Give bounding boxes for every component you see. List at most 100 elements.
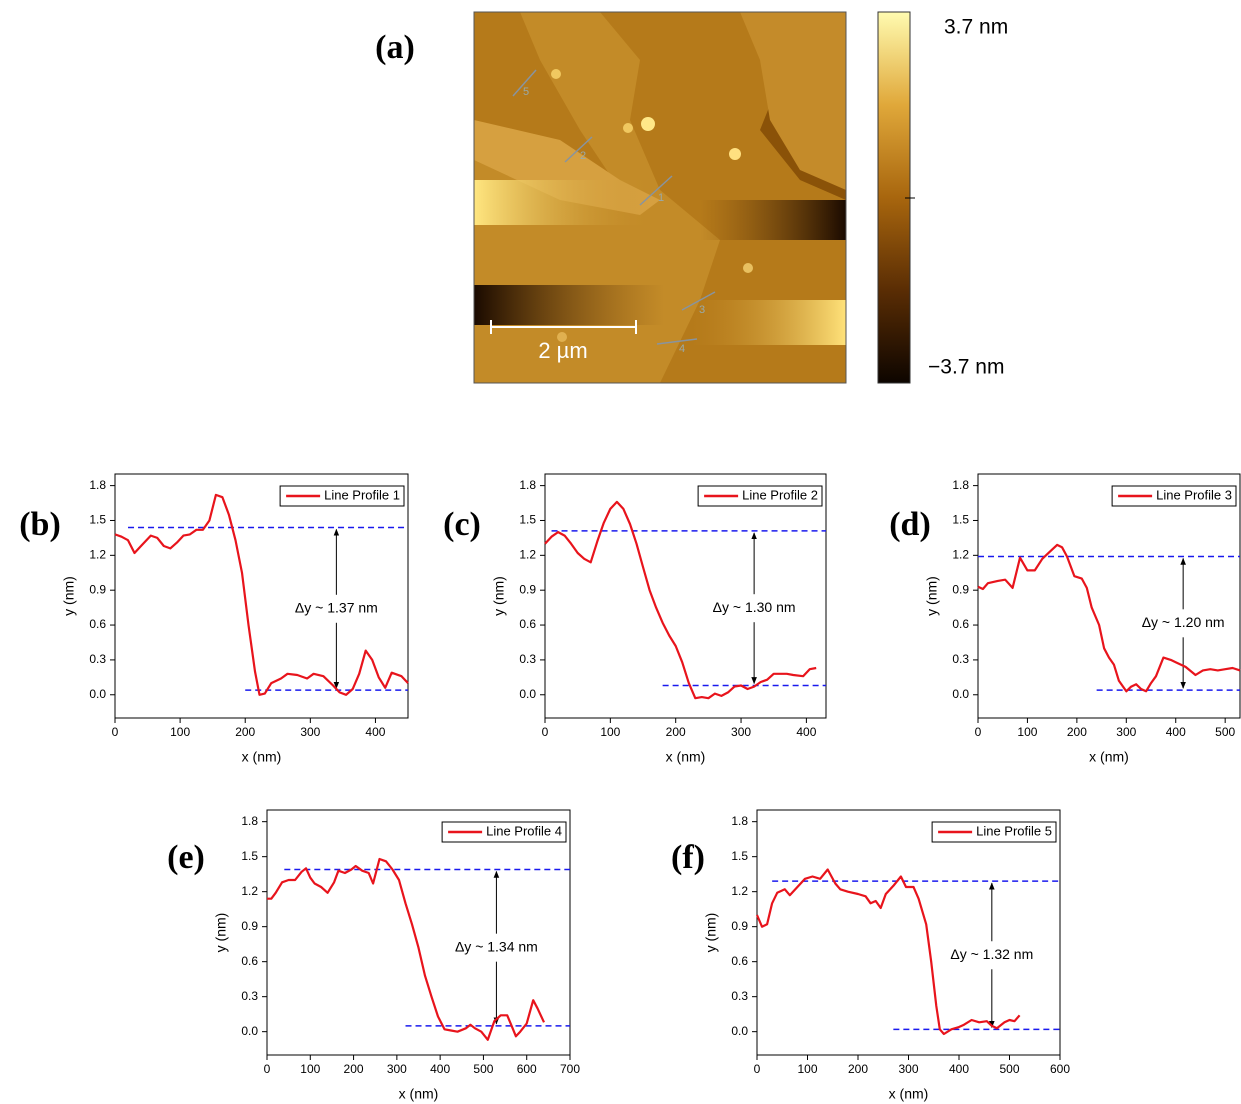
x-tick-label: 100	[1017, 725, 1037, 739]
y-tick-label: 1.5	[952, 513, 969, 527]
y-tick-label: 0.3	[89, 652, 106, 666]
y-tick-label: 0.0	[519, 687, 536, 701]
y-tick-label: 0.6	[952, 617, 969, 631]
x-tick-label: 300	[898, 1062, 918, 1076]
x-tick-label: 400	[1166, 725, 1186, 739]
y-tick-label: 0.9	[89, 582, 106, 596]
y-tick-label: 0.0	[89, 687, 106, 701]
line-label: 4	[679, 343, 685, 355]
legend: Line Profile 4	[441, 821, 567, 843]
y-tick-label: 0.6	[519, 617, 536, 631]
y-tick-label: 0.3	[241, 989, 258, 1003]
x-axis-label: x (nm)	[1089, 749, 1129, 765]
y-tick-label: 0.3	[519, 652, 536, 666]
x-tick-label: 600	[1050, 1062, 1070, 1076]
y-tick-label: 0.9	[241, 919, 258, 933]
legend-box	[441, 821, 567, 843]
x-tick-label: 200	[344, 1062, 364, 1076]
data-line	[977, 543, 1241, 693]
panel-label: (e)	[167, 839, 205, 876]
y-tick-label: 0.6	[89, 617, 106, 631]
data-line	[544, 500, 817, 700]
x-axis-label: x (nm)	[242, 749, 282, 765]
colorbar-min: −3.7 nm	[928, 356, 1004, 379]
x-tick-label: 100	[170, 725, 190, 739]
legend-box	[931, 821, 1057, 843]
legend-label: Line Profile 1	[324, 487, 400, 502]
y-tick-label: 1.2	[241, 884, 258, 898]
x-tick-label: 300	[731, 725, 751, 739]
legend-label: Line Profile 3	[1156, 487, 1232, 502]
x-axis-label: x (nm)	[399, 1086, 439, 1102]
annotation: Δy ~ 1.32 nm	[950, 946, 1033, 962]
y-tick-label: 0.3	[952, 652, 969, 666]
legend-label: Line Profile 5	[976, 823, 1052, 838]
legend: Line Profile 3	[1111, 485, 1237, 507]
y-tick-label: 0.3	[731, 989, 748, 1003]
y-axis-label: y (nm)	[924, 576, 940, 616]
afm-image	[473, 11, 847, 384]
x-tick-label: 500	[473, 1062, 493, 1076]
y-tick-label: 1.8	[952, 478, 969, 492]
legend-box	[1111, 485, 1237, 507]
legend-box	[279, 485, 405, 507]
x-tick-label: 0	[975, 725, 982, 739]
x-tick-label: 0	[264, 1062, 271, 1076]
x-tick-label: 500	[1215, 725, 1235, 739]
plot-frame	[977, 473, 1241, 719]
y-tick-label: 1.8	[731, 814, 748, 828]
x-tick-label: 200	[848, 1062, 868, 1076]
annotation: Δy ~ 1.37 nm	[295, 599, 378, 615]
data-line	[114, 493, 409, 696]
legend: Line Profile 5	[931, 821, 1057, 843]
y-tick-label: 1.2	[731, 884, 748, 898]
x-axis-label: x (nm)	[889, 1086, 929, 1102]
y-tick-label: 1.5	[241, 849, 258, 863]
plot-frame	[266, 809, 571, 1056]
x-tick-label: 100	[797, 1062, 817, 1076]
line-label: 5	[523, 86, 529, 98]
y-tick-label: 1.8	[519, 478, 536, 492]
y-tick-label: 1.8	[89, 478, 106, 492]
legend-box	[697, 485, 823, 507]
x-tick-label: 500	[999, 1062, 1019, 1076]
x-tick-label: 400	[796, 725, 816, 739]
line-label: 3	[699, 304, 705, 316]
y-tick-label: 0.9	[952, 582, 969, 596]
colorbar	[877, 11, 911, 384]
x-tick-label: 0	[112, 725, 119, 739]
x-tick-label: 0	[542, 725, 549, 739]
x-tick-label: 300	[1116, 725, 1136, 739]
x-tick-label: 100	[300, 1062, 320, 1076]
x-tick-label: 300	[387, 1062, 407, 1076]
y-axis-label: y (nm)	[213, 913, 229, 953]
annotation: Δy ~ 1.30 nm	[713, 599, 796, 615]
x-tick-label: 0	[754, 1062, 761, 1076]
x-tick-label: 300	[300, 725, 320, 739]
y-tick-label: 1.5	[89, 513, 106, 527]
x-tick-label: 400	[430, 1062, 450, 1076]
x-tick-label: 700	[560, 1062, 580, 1076]
y-tick-label: 1.2	[519, 548, 536, 562]
x-tick-label: 400	[365, 725, 385, 739]
panel-label: (b)	[19, 506, 61, 543]
data-line	[267, 857, 545, 1041]
y-tick-label: 0.9	[731, 919, 748, 933]
y-tick-label: 1.2	[952, 548, 969, 562]
y-tick-label: 0.0	[241, 1024, 258, 1038]
y-tick-label: 1.5	[731, 849, 748, 863]
x-tick-label: 600	[517, 1062, 537, 1076]
x-tick-label: 200	[666, 725, 686, 739]
x-tick-label: 200	[235, 725, 255, 739]
legend-label: Line Profile 2	[742, 487, 818, 502]
y-tick-label: 0.6	[241, 954, 258, 968]
y-tick-label: 1.8	[241, 814, 258, 828]
scale-bar-label: 2 µm	[538, 338, 587, 363]
panel-label: (c)	[443, 506, 481, 543]
legend: Line Profile 1	[279, 485, 405, 507]
panel-label: (f)	[671, 839, 705, 876]
plot-frame	[544, 473, 827, 719]
annotation: Δy ~ 1.20 nm	[1142, 614, 1225, 630]
y-tick-label: 1.2	[89, 548, 106, 562]
